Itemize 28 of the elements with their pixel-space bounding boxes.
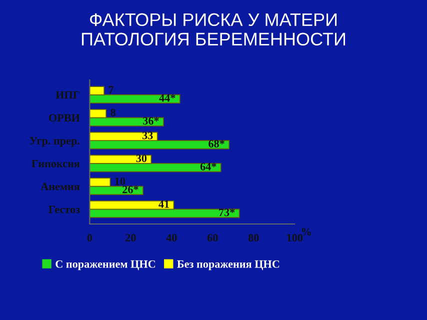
legend-label: Без поражения ЦНС [177, 260, 280, 270]
data-label: 36* [143, 117, 159, 125]
data-label: 44* [159, 94, 176, 102]
data-label: 10 [115, 177, 126, 185]
x-tick-label: 60 [207, 234, 218, 242]
data-label: 7 [108, 86, 114, 94]
data-label: 68* [208, 140, 224, 148]
y-tick-label: ИПГ [56, 91, 80, 99]
x-tick-label: 100 [287, 234, 303, 242]
data-label: 8 [110, 108, 116, 116]
data-label: 33 [142, 132, 153, 140]
x-tick-label: 0 [87, 234, 92, 242]
data-label: 73* [219, 208, 235, 216]
x-tick-label: 20 [126, 234, 136, 242]
data-label: 30 [136, 154, 147, 162]
y-tick-label: Угр. прер. [30, 137, 80, 147]
x-axis-title: % [302, 228, 311, 236]
legend-label: С поражением ЦНС [56, 260, 155, 270]
y-tick-label: Гипоксия [32, 160, 80, 168]
x-tick-label: 80 [248, 234, 259, 242]
y-tick-label: ОРВИ [49, 114, 80, 122]
chart-title: ФАКТОРЫ РИСКА У МАТЕРИ ПАТОЛОГИЯ БЕРЕМЕННОСТИ [82, 13, 346, 46]
y-tick-label: Гестоз [48, 206, 80, 214]
y-tick-label: Анемия [40, 182, 80, 190]
data-label: 26* [122, 186, 138, 194]
data-label: 64* [200, 162, 216, 170]
data-label: 41 [158, 200, 169, 208]
x-tick-label: 40 [166, 234, 177, 242]
